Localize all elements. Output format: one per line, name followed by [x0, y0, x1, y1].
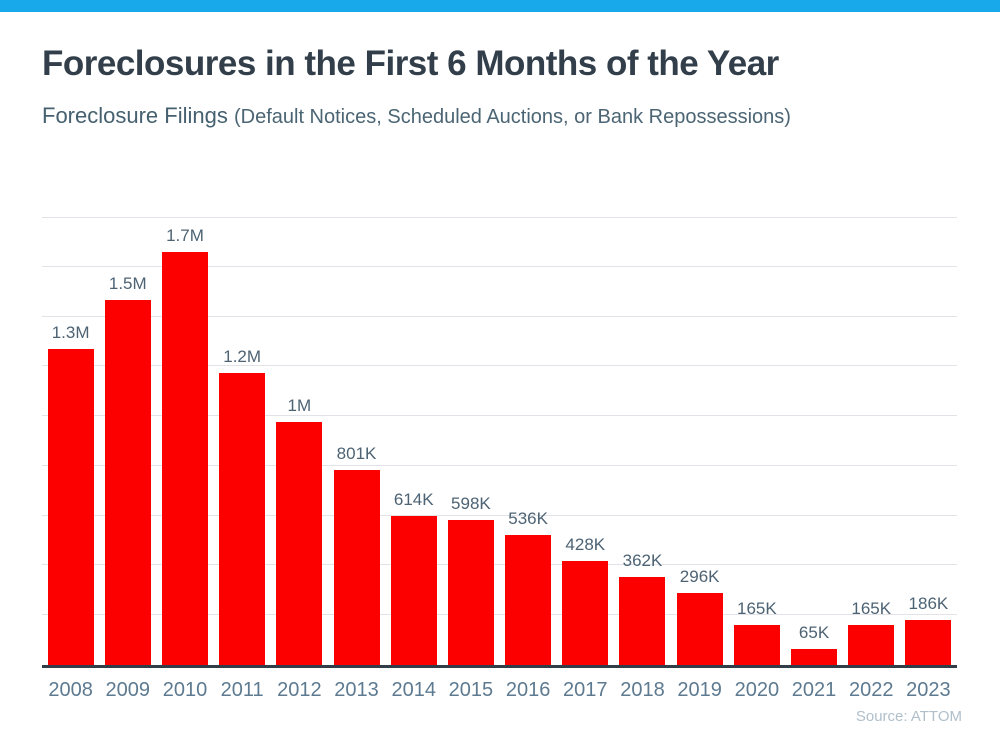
bar-column: 296K	[671, 217, 728, 665]
value-label: 1.2M	[223, 347, 262, 366]
gridline	[42, 217, 957, 218]
gridline	[42, 465, 957, 466]
bar	[447, 520, 494, 665]
value-label: 65K	[798, 623, 830, 642]
x-axis-label: 2012	[277, 679, 322, 701]
value-label: 165K	[736, 599, 777, 618]
bar-column: 1.2M	[214, 217, 271, 665]
value-label: 362K	[622, 551, 663, 570]
x-axis-labels: 2008 2009 2010 2011 2012 2013 2014 2015 2016 2017…	[42, 679, 957, 702]
bar-column: 614K	[385, 217, 442, 665]
bar	[104, 300, 151, 665]
bar	[791, 649, 838, 665]
bar-column: 1M	[271, 217, 328, 665]
bar	[219, 373, 266, 665]
value-label: 1.5M	[108, 274, 147, 293]
value-label: 614K	[393, 490, 434, 509]
value-label: 1M	[287, 396, 312, 415]
gridline	[42, 415, 957, 416]
subtitle-main: Foreclosure Filings	[42, 103, 228, 128]
bar-column: 362K	[614, 217, 671, 665]
bar-column: 165K	[728, 217, 785, 665]
x-axis-label: 2022	[848, 679, 894, 701]
bar	[676, 593, 723, 665]
brand-accent-bar	[0, 0, 1000, 12]
gridline	[42, 614, 957, 615]
bar-chart: 1.3M 1.5M 1.7M 1.2M 1M 801K 614K 598K 536K 428K 36…	[42, 217, 957, 702]
x-axis-label: 2023	[906, 679, 951, 701]
bar	[333, 470, 380, 665]
bar-column: 1.3M	[42, 217, 99, 665]
bar-column: 186K	[900, 217, 957, 665]
bar-column: 65K	[785, 217, 842, 665]
bar	[562, 561, 609, 665]
value-label: 428K	[565, 535, 606, 554]
bar	[161, 252, 208, 665]
value-label: 801K	[336, 444, 377, 463]
bar-column: 165K	[843, 217, 900, 665]
bar	[905, 620, 952, 665]
subtitle-note: (Default Notices, Scheduled Auctions, or…	[233, 106, 791, 128]
x-axis-label: 2020	[734, 679, 780, 701]
value-label: 1.3M	[51, 323, 90, 342]
x-axis-label: 2019	[677, 679, 722, 701]
bar-column: 428K	[557, 217, 614, 665]
bar-column: 801K	[328, 217, 385, 665]
bar	[47, 349, 94, 665]
x-axis-label: 2021	[791, 679, 837, 701]
bar	[390, 516, 437, 665]
bar	[619, 577, 666, 665]
bar-column: 1.7M	[156, 217, 213, 665]
x-axis-label: 2017	[563, 679, 608, 701]
bar-column: 536K	[500, 217, 557, 665]
value-label: 598K	[451, 494, 491, 513]
value-label: 536K	[508, 509, 548, 528]
gridline	[42, 564, 957, 565]
gridline	[42, 365, 957, 366]
bar	[505, 535, 552, 665]
value-label: 296K	[679, 567, 720, 586]
page-subtitle: Foreclosure Filings (Default Notices, Sc…	[42, 103, 791, 129]
bar	[733, 625, 780, 665]
bar	[848, 625, 895, 665]
value-label: 186K	[908, 594, 949, 613]
x-axis-label: 2014	[391, 679, 436, 701]
x-axis-label: 2009	[105, 679, 151, 701]
gridline	[42, 515, 957, 516]
x-axis-label: 2013	[334, 679, 379, 701]
bar-column: 598K	[442, 217, 499, 665]
value-label: 1.7M	[166, 226, 204, 245]
gridline	[42, 316, 957, 317]
x-axis-label: 2018	[620, 679, 665, 701]
x-axis-label: 2015	[448, 679, 494, 701]
bars-container: 1.3M 1.5M 1.7M 1.2M 1M 801K 614K 598K 536K 428K 36…	[42, 217, 957, 665]
bar	[276, 422, 323, 665]
plot-area: 1.3M 1.5M 1.7M 1.2M 1M 801K 614K 598K 536K 428K 36…	[42, 217, 957, 668]
bar-column: 1.5M	[99, 217, 156, 665]
value-label: 165K	[851, 599, 892, 618]
x-axis-label: 2008	[48, 679, 93, 701]
page-title: Foreclosures in the First 6 Months of th…	[42, 44, 779, 83]
x-axis-label: 2016	[505, 679, 551, 701]
source-note: Source: ATTOM	[855, 708, 962, 725]
gridline	[42, 266, 957, 267]
x-axis-label: 2011	[220, 679, 264, 701]
x-axis-label: 2010	[162, 679, 208, 701]
